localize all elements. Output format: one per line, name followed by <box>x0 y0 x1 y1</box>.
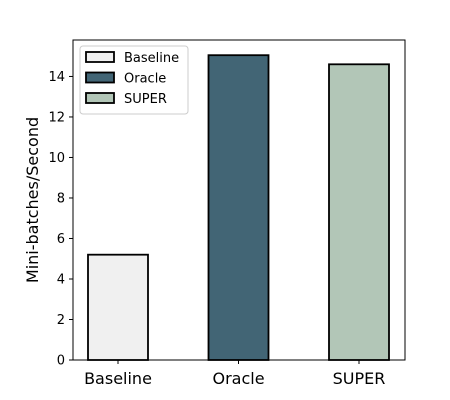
x-tick-label: SUPER <box>333 369 386 388</box>
x-tick-label: Baseline <box>84 369 152 388</box>
legend-label: Baseline <box>124 51 179 66</box>
y-tick-label: 10 <box>48 151 65 166</box>
y-tick-label: 0 <box>57 354 65 369</box>
y-tick-label: 2 <box>57 313 65 328</box>
plot-frame <box>72 39 406 361</box>
y-axis: 0 2 4 6 8 10 12 14 <box>48 70 73 369</box>
bars-group <box>87 54 390 361</box>
legend-label: Oracle <box>124 72 166 87</box>
y-tick-label: 6 <box>57 232 65 247</box>
bar-super <box>328 63 390 361</box>
y-tick-label: 8 <box>57 191 65 206</box>
legend: Baseline Oracle SUPER <box>79 45 189 115</box>
legend-swatch-baseline <box>85 51 115 63</box>
y-tick-label: 14 <box>48 70 65 85</box>
legend-swatch-super <box>85 92 115 104</box>
bar-baseline <box>87 253 149 361</box>
x-axis: Baseline Oracle SUPER <box>84 360 385 388</box>
legend-swatch-oracle <box>85 71 115 84</box>
y-tick-label: 12 <box>48 110 65 125</box>
y-axis-title: Mini-batches/Second <box>23 117 42 283</box>
x-tick-label: Oracle <box>212 369 264 388</box>
legend-label: SUPER <box>124 92 167 107</box>
y-tick-label: 4 <box>57 272 65 287</box>
bar-oracle <box>207 54 270 361</box>
